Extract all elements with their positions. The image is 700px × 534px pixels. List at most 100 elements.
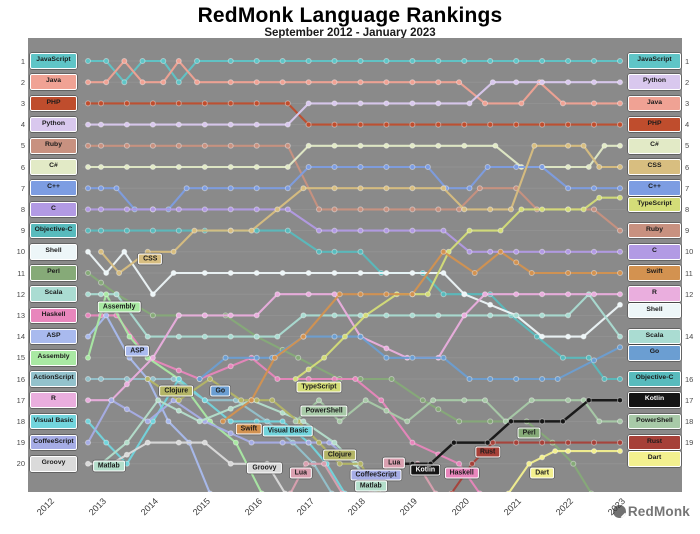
point-javascript xyxy=(565,58,572,64)
point-css xyxy=(440,185,447,192)
point-c xyxy=(113,185,120,192)
point-ruby xyxy=(284,142,291,149)
redmonk-logo: RedMonk xyxy=(612,504,690,519)
point-scala xyxy=(113,291,120,298)
point-clojure xyxy=(336,460,343,467)
point-haskell xyxy=(352,376,359,382)
point-haskell xyxy=(409,439,416,446)
point-css xyxy=(300,185,307,192)
point-c xyxy=(98,206,104,213)
point-c xyxy=(316,227,322,234)
point-c xyxy=(435,142,442,149)
end-label-c: C# xyxy=(628,138,681,154)
point-swift xyxy=(336,291,343,298)
point-go xyxy=(196,376,203,382)
point-ruby xyxy=(227,142,234,149)
point-php xyxy=(539,121,546,128)
point-css xyxy=(580,142,587,149)
point-asp xyxy=(207,490,213,492)
point-java xyxy=(194,79,200,86)
point-css xyxy=(531,142,538,149)
start-label-c: C# xyxy=(30,159,77,175)
point-assembly xyxy=(126,333,133,340)
point-css xyxy=(357,185,364,192)
inline-label-matlab: Matlab xyxy=(354,480,387,492)
point-actionscript xyxy=(170,376,177,382)
inline-label-matlab: Matlab xyxy=(92,460,125,472)
point-ruby xyxy=(383,206,390,213)
point-go xyxy=(466,376,473,382)
end-label-dart: Dart xyxy=(628,451,681,467)
point-kotlin xyxy=(450,439,457,446)
point-haskell xyxy=(477,490,483,492)
inline-label-haskell: Haskell xyxy=(444,467,479,479)
point-shell xyxy=(103,270,110,276)
point-groovy xyxy=(201,439,208,446)
point-scala xyxy=(274,333,281,340)
point-shell xyxy=(149,291,156,298)
point-shell xyxy=(617,301,623,308)
point-swift xyxy=(513,259,520,266)
point-go xyxy=(253,354,260,361)
point-php xyxy=(85,100,91,107)
point-objective-c xyxy=(617,376,623,382)
point-python xyxy=(565,79,572,86)
chart-title: RedMonk Language Rankings xyxy=(197,4,503,27)
point-perl xyxy=(419,397,426,404)
point-c xyxy=(284,206,291,213)
point-lua xyxy=(368,490,374,492)
point-python xyxy=(383,100,390,107)
right-rank-number-7: 7 xyxy=(685,183,690,193)
point-c xyxy=(565,164,572,170)
point-typescript xyxy=(617,194,623,201)
end-label-ruby: Ruby xyxy=(628,222,681,239)
point-javascript xyxy=(617,58,623,64)
line-kotlin xyxy=(398,398,622,466)
start-label-groovy: Groovy xyxy=(30,456,77,472)
inline-label-powershell: PowerShell xyxy=(300,405,348,417)
point-assembly xyxy=(259,490,265,492)
point-asp xyxy=(103,312,110,319)
point-php xyxy=(253,100,260,107)
left-rank-number-17: 17 xyxy=(16,395,25,405)
point-c xyxy=(539,164,546,170)
start-label-ruby: Ruby xyxy=(30,138,77,154)
point-haskell xyxy=(331,376,338,382)
point-kotlin xyxy=(539,418,546,425)
left-rank-number-20: 20 xyxy=(16,459,25,469)
end-label-kotlin: Kotlin xyxy=(628,392,681,408)
point-c xyxy=(201,164,208,170)
start-label-c: C++ xyxy=(30,180,77,196)
point-c xyxy=(305,164,312,170)
point-c xyxy=(253,185,260,192)
start-label-visual-basic: Visual Basic xyxy=(30,413,77,430)
right-rank-number-16: 16 xyxy=(685,374,694,384)
point-python xyxy=(227,121,234,128)
left-rank-number-6: 6 xyxy=(20,162,25,172)
point-powershell xyxy=(482,397,488,404)
right-rank-number-14: 14 xyxy=(685,332,694,342)
point-javascript xyxy=(383,58,390,64)
point-kotlin xyxy=(559,418,566,425)
point-go xyxy=(383,354,390,361)
point-perl xyxy=(435,406,442,413)
point-swift xyxy=(300,333,307,340)
point-c xyxy=(513,248,520,255)
point-scala xyxy=(300,312,307,319)
point-objective-c xyxy=(85,227,91,234)
point-visual-basic xyxy=(201,397,208,404)
point-scala xyxy=(175,333,182,340)
point-java xyxy=(456,79,463,86)
point-haskell xyxy=(175,367,182,374)
line-assembly xyxy=(86,293,263,492)
point-javascript xyxy=(85,58,91,64)
point-visual-basic xyxy=(149,418,156,425)
point-java xyxy=(357,79,364,86)
point-shell xyxy=(565,333,572,340)
point-c xyxy=(175,206,182,213)
start-label-asp: ASP xyxy=(30,328,77,345)
point-java xyxy=(175,58,182,64)
point-clojure xyxy=(316,439,322,446)
point-shell xyxy=(227,270,234,276)
start-label-shell: Shell xyxy=(30,244,77,260)
